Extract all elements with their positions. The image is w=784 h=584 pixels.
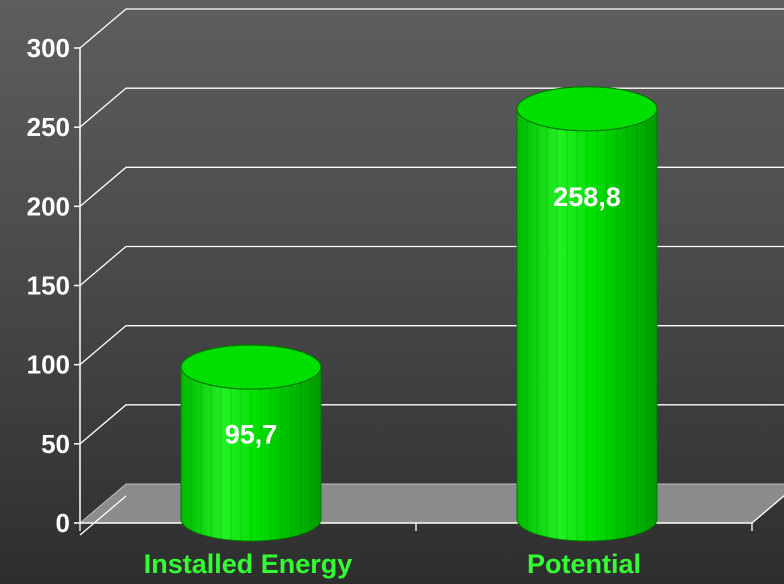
y-tick-label-0: 0 [56,508,70,538]
gridline-300 [79,8,784,49]
y-tick-label-250: 250 [27,112,70,142]
y-tick-label-50: 50 [41,429,70,459]
y-tick-label-200: 200 [27,191,70,221]
y-tick-label-300: 300 [27,33,70,63]
bar-body-1 [516,108,658,542]
y-tick-label-150: 150 [27,271,70,301]
data-label-1: 258,8 [553,182,621,212]
bars: 95,7 258,8 [180,86,658,542]
gridline-250 [79,87,784,128]
data-label-0: 95,7 [225,419,278,449]
bar-top-0 [180,344,322,390]
category-label-0: Installed Energy [144,549,353,579]
bar-body-0 [180,366,322,542]
y-tick-labels: 0 50 100 150 200 250 300 [27,33,70,538]
bar-1: 258,8 [516,86,658,542]
category-label-1: Potential [527,549,641,579]
bar-top-1 [516,86,658,132]
gridline-150 [79,245,784,286]
gridline-200 [79,166,784,207]
category-labels: Installed Energy Potential [144,549,641,579]
y-tick-label-100: 100 [27,350,70,380]
x-axis-edge-right [751,495,784,524]
bar-0: 95,7 [180,344,322,542]
x-axis-edge-left [79,495,127,536]
